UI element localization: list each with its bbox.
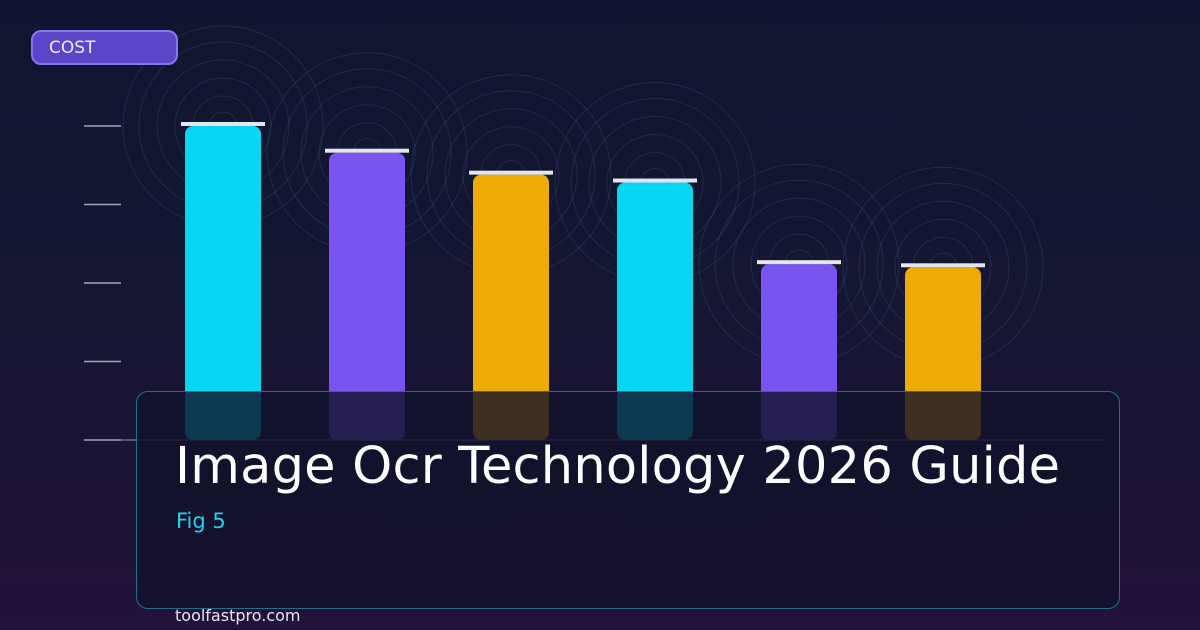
metric-badge: COST (31, 30, 178, 65)
bar (185, 126, 261, 440)
caption-panel (136, 391, 1120, 609)
bar-cap (469, 170, 553, 175)
bar-cap (901, 263, 985, 268)
bar (473, 174, 549, 441)
bars (181, 122, 985, 441)
bar-cap (181, 122, 265, 126)
bar-cap (757, 260, 841, 265)
figure-label: Fig 5 (176, 509, 226, 533)
bar-cap (325, 148, 409, 153)
bar-cap (613, 178, 697, 183)
page-title: Image Ocr Technology 2026 Guide (175, 437, 1061, 496)
bar (617, 182, 693, 440)
site-url: toolfastpro.com (175, 606, 301, 625)
bar (329, 152, 405, 440)
metric-badge-label: COST (49, 37, 96, 58)
